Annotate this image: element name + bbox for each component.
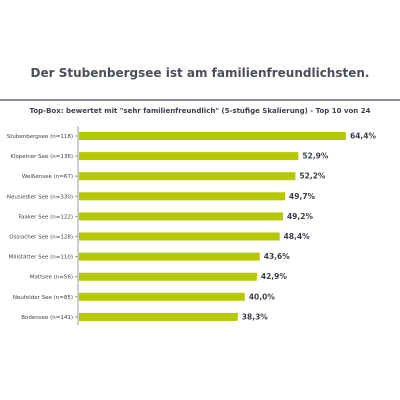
category-label: Faaker See (n=122) xyxy=(18,214,73,220)
value-label: 43,6% xyxy=(264,252,291,261)
category-label: Stubenbergsee (n=118) xyxy=(7,134,73,140)
bar xyxy=(79,312,238,321)
bar xyxy=(79,192,286,201)
value-label: 64,4% xyxy=(350,132,377,141)
bar xyxy=(79,172,296,181)
category-label: Klopeiner See (n=136) xyxy=(10,154,73,160)
category-label: Neufelder See (n=85) xyxy=(13,295,73,301)
bar-chart: Stubenbergsee (n=118) 64,4% Klopeiner See … xyxy=(7,125,377,325)
bar xyxy=(79,232,280,241)
bar xyxy=(79,272,257,281)
bar xyxy=(79,152,299,161)
value-label: 48,4% xyxy=(284,232,311,241)
value-label: 40,0% xyxy=(249,292,276,301)
category-label: Bodensee (n=141) xyxy=(21,315,73,321)
bars-layer: Stubenbergsee (n=118) 64,4% Klopeiner See … xyxy=(7,132,377,322)
value-label: 52,9% xyxy=(302,152,329,161)
category-label: Mattsee (n=56) xyxy=(30,275,73,281)
category-label: Weißensee (n=67) xyxy=(22,174,73,180)
value-label: 38,3% xyxy=(242,312,269,321)
bar xyxy=(79,132,346,140)
value-label: 49,7% xyxy=(289,192,316,201)
category-label: Ossiacher See (n=128) xyxy=(9,235,73,241)
bar xyxy=(79,292,245,301)
value-label: 52,2% xyxy=(299,172,326,181)
category-label: Millstätter See (n=110) xyxy=(9,255,73,261)
chart-subtitle: Top-Box: bewertet mit "sehr familienfreu… xyxy=(29,107,371,115)
value-label: 49,2% xyxy=(287,212,314,221)
bar xyxy=(79,212,283,221)
value-label: 42,9% xyxy=(261,272,288,281)
category-label: Neusiedler See (n=330) xyxy=(7,194,73,200)
page-title: Der Stubenbergsee ist am familienfreundl… xyxy=(30,66,370,80)
title-divider xyxy=(0,99,400,101)
bar xyxy=(79,252,260,261)
